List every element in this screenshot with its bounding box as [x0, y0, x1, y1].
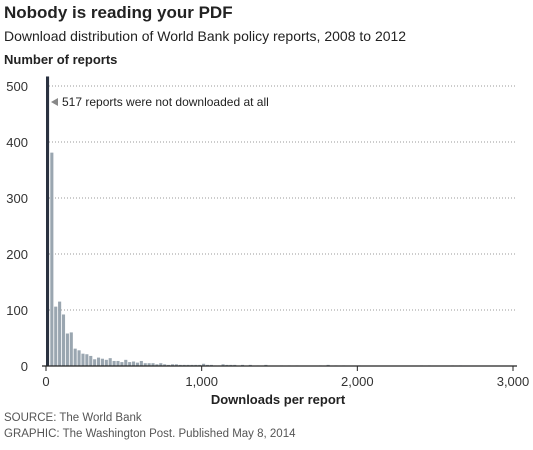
histogram-bar — [89, 355, 93, 366]
histogram-bar — [81, 353, 85, 366]
histogram-bar — [159, 363, 163, 366]
histogram-bar — [202, 363, 206, 366]
gridlines — [46, 85, 517, 311]
histogram-chart: 0 100 200 300 400 500 0 1,000 2,000 3,000 517 rep… — [6, 76, 529, 407]
histogram-bar — [221, 364, 225, 366]
chart-title: Nobody is reading your PDF — [4, 3, 233, 22]
annotation: 517 reports were not downloaded at all — [51, 95, 269, 109]
histogram-bar — [139, 360, 143, 366]
histogram-bar — [100, 358, 104, 366]
histogram-bar — [61, 314, 66, 366]
histogram-bar — [65, 333, 69, 366]
histogram-bar — [116, 360, 120, 366]
x-tick-label: 3,000 — [497, 374, 530, 389]
histogram-bar — [50, 152, 54, 366]
histogram-bar — [93, 359, 97, 366]
histogram-bar — [132, 361, 136, 366]
histogram-bar — [163, 364, 167, 366]
x-tick-label: 2,000 — [341, 374, 374, 389]
histogram-bar — [147, 363, 151, 366]
y-tick-label: 100 — [6, 303, 28, 318]
y-tick-label: 300 — [6, 191, 28, 206]
histogram-bar — [143, 363, 147, 366]
histogram-bar — [54, 306, 58, 366]
source-note: SOURCE: The World Bank — [4, 412, 142, 424]
annotation-text: 517 reports were not downloaded at all — [62, 95, 269, 109]
axes: 0 100 200 300 400 500 0 1,000 2,000 3,000 — [6, 79, 529, 389]
chart-subtitle: Download distribution of World Bank poli… — [4, 28, 407, 44]
histogram-bar — [69, 332, 73, 366]
histogram-bars — [46, 76, 463, 367]
y-tick-label: 400 — [6, 135, 28, 150]
highlight-bar — [46, 76, 50, 366]
y-tick-label: 500 — [6, 79, 28, 94]
histogram-bar — [155, 364, 159, 366]
y-axis-title: Number of reports — [4, 52, 118, 67]
histogram-bar — [104, 359, 108, 366]
histogram-bar — [128, 362, 132, 366]
histogram-bar — [120, 362, 124, 366]
x-tick-label: 0 — [42, 374, 49, 389]
x-tick-label: 1,000 — [185, 374, 218, 389]
histogram-bar — [170, 364, 175, 366]
histogram-bar — [96, 357, 101, 366]
credit-note: GRAPHIC: The Washington Post. Published … — [4, 428, 296, 440]
histogram-bar — [135, 362, 139, 366]
histogram-bar — [108, 358, 112, 366]
histogram-bar — [73, 348, 77, 366]
histogram-bar — [85, 354, 89, 366]
histogram-bar — [124, 359, 128, 366]
histogram-bar — [151, 363, 155, 366]
y-tick-label: 200 — [6, 247, 28, 262]
histogram-bar — [58, 301, 62, 366]
y-tick-label: 0 — [21, 359, 28, 374]
histogram-bar — [112, 360, 116, 366]
histogram-bar — [174, 364, 178, 366]
histogram-bar — [77, 350, 81, 366]
annotation-arrow-icon — [51, 98, 58, 106]
x-axis-title: Downloads per report — [211, 392, 346, 407]
